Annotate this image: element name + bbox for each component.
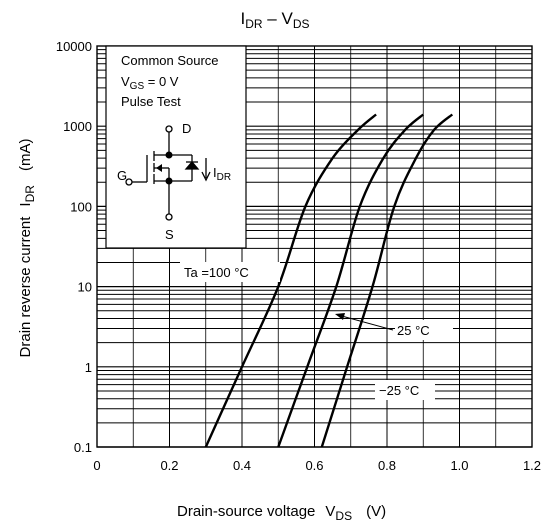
legend-symbol-idr-var: I: [213, 165, 217, 180]
legend-line-pulse-test: Pulse Test: [121, 94, 181, 109]
y-axis-label-sub: DR: [23, 185, 37, 203]
x-axis-label-text: Drain-source voltage: [177, 503, 315, 520]
curve-leader-25-arrow-icon: [335, 313, 345, 320]
curve-label-100: Ta =100 °C: [184, 265, 249, 280]
curve-series-1: [277, 113, 425, 448]
plot-frame: [96, 45, 533, 448]
mosfet-body-arrow-icon: [156, 164, 162, 172]
curve-label-m25: −25 °C: [379, 383, 419, 398]
curve-series-2: [320, 113, 454, 448]
y-tick-label: 0.1: [74, 440, 92, 455]
curve-label-box-100: [180, 262, 280, 282]
chart-title-dash: – V: [263, 9, 294, 28]
y-tick-label: 10: [78, 280, 92, 295]
axes: 0 0.2 0.4 0.6 0.8 1.0 1.2 10000 1000 100 10 1 0.1: [56, 39, 541, 473]
chart-title-main: I: [241, 9, 246, 28]
curve-series-0: [204, 113, 377, 448]
legend-symbol-idr-sub: DR: [217, 172, 231, 183]
legend-vgs-var: V: [121, 74, 130, 89]
x-tick-label: 0.6: [305, 458, 323, 473]
curve-label-box-25: [395, 320, 453, 340]
x-axis-label-sub: DS: [335, 509, 352, 523]
x-tick-label: 0.8: [378, 458, 396, 473]
x-tick-label: 0: [93, 458, 100, 473]
legend-box-frame: [105, 45, 247, 249]
legend-box: Common Source VGS = 0 V Pulse Test: [105, 45, 247, 249]
mosfet-junction-bottom-icon: [165, 177, 173, 185]
curve-leader-25: [337, 314, 394, 331]
legend-symbol-idr: IDR: [213, 165, 231, 183]
y-tick-label: 10000: [56, 39, 92, 54]
legend-vgs-sub: GS: [130, 81, 145, 92]
x-tick-label: 0.4: [233, 458, 251, 473]
y-tick-label: 1: [85, 360, 92, 375]
legend-line-common-source: Common Source: [121, 53, 219, 68]
curve-label-box-m25: [375, 380, 435, 400]
curves: [204, 113, 454, 448]
mosfet-junction-top-icon: [165, 151, 173, 159]
y-axis-label-var: I: [17, 202, 34, 206]
legend-vgs-value: = 0 V: [144, 74, 179, 89]
chart-title-sub: DR: [245, 17, 263, 31]
x-tick-label: 1.0: [450, 458, 468, 473]
legend-symbol-s: S: [165, 227, 174, 242]
y-tick-label: 1000: [63, 119, 92, 134]
legend-line-vgs: VGS = 0 V: [121, 74, 179, 92]
x-axis-label-unit: (V): [366, 503, 386, 520]
mosfet-symbol-icon: [125, 125, 211, 221]
curve-labels: Ta =100 °C 25 °C −25 °C: [180, 262, 453, 400]
curve-label-25: 25 °C: [397, 323, 430, 338]
y-axis-label-unit: (mA): [17, 139, 34, 172]
x-tick-label: 0.2: [160, 458, 178, 473]
y-axis-label: Drain reverse current IDR (mA): [17, 139, 37, 358]
chart-title-sub2: DS: [293, 17, 310, 31]
y-axis-label-text: Drain reverse current: [17, 216, 34, 358]
legend-symbol-d: D: [182, 121, 191, 136]
x-axis-label-var: V: [325, 503, 335, 520]
x-axis-label: Drain-source voltage VDS (V): [177, 503, 386, 523]
x-tick-label: 1.2: [523, 458, 541, 473]
y-tick-label: 100: [70, 199, 92, 214]
legend-symbol-g: G: [117, 168, 127, 183]
chart-title: IDR – VDS: [241, 9, 310, 31]
